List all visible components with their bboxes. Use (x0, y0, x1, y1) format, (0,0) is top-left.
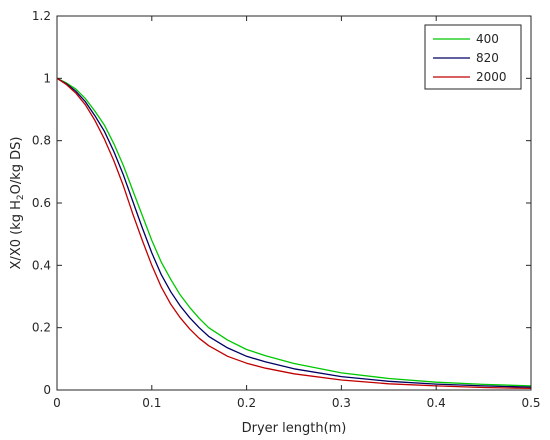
legend-label-400: 400 (476, 32, 499, 46)
series-line-2000 (56, 77, 532, 390)
y-axis-label-rest: O/kg DS) (9, 137, 24, 195)
y-tick-label: 0.2 (32, 321, 51, 335)
x-tick-label: 0.4 (427, 396, 446, 410)
legend-label-2000: 2000 (476, 70, 507, 84)
y-tick-label: 0 (43, 383, 51, 397)
legend-label-820: 820 (476, 51, 499, 65)
y-axis-label-subscript: 2 (16, 194, 26, 200)
ticks-layer: 0 0.1 0.2 0.3 0.4 0.5 0 0.2 0.4 0.6 0.8 1 1.2 (32, 9, 541, 410)
y-tick-label: 0.6 (32, 196, 51, 210)
y-tick-label: 0.8 (32, 134, 51, 148)
y-axis-label-main: X/X0 (kg H (9, 200, 24, 269)
legend: 400 820 2000 (424, 24, 522, 90)
y-tick-label: 1.2 (32, 9, 51, 23)
legend-box (424, 24, 522, 90)
series-layer (56, 77, 532, 390)
y-axis-label: X/X0 (kg H2O/kg DS) (9, 137, 26, 270)
x-tick-label: 0.5 (521, 396, 540, 410)
y-tick-label: 1 (43, 71, 51, 85)
x-tick-label: 0.2 (237, 396, 256, 410)
x-tick-label: 0 (53, 396, 61, 410)
y-tick-label: 0.4 (32, 258, 51, 272)
series-line-820 (56, 77, 532, 388)
x-axis-label: Dryer length(m) (242, 421, 347, 436)
x-tick-label: 0.1 (142, 396, 161, 410)
series-line-400 (56, 77, 532, 387)
x-tick-label: 0.3 (332, 396, 351, 410)
